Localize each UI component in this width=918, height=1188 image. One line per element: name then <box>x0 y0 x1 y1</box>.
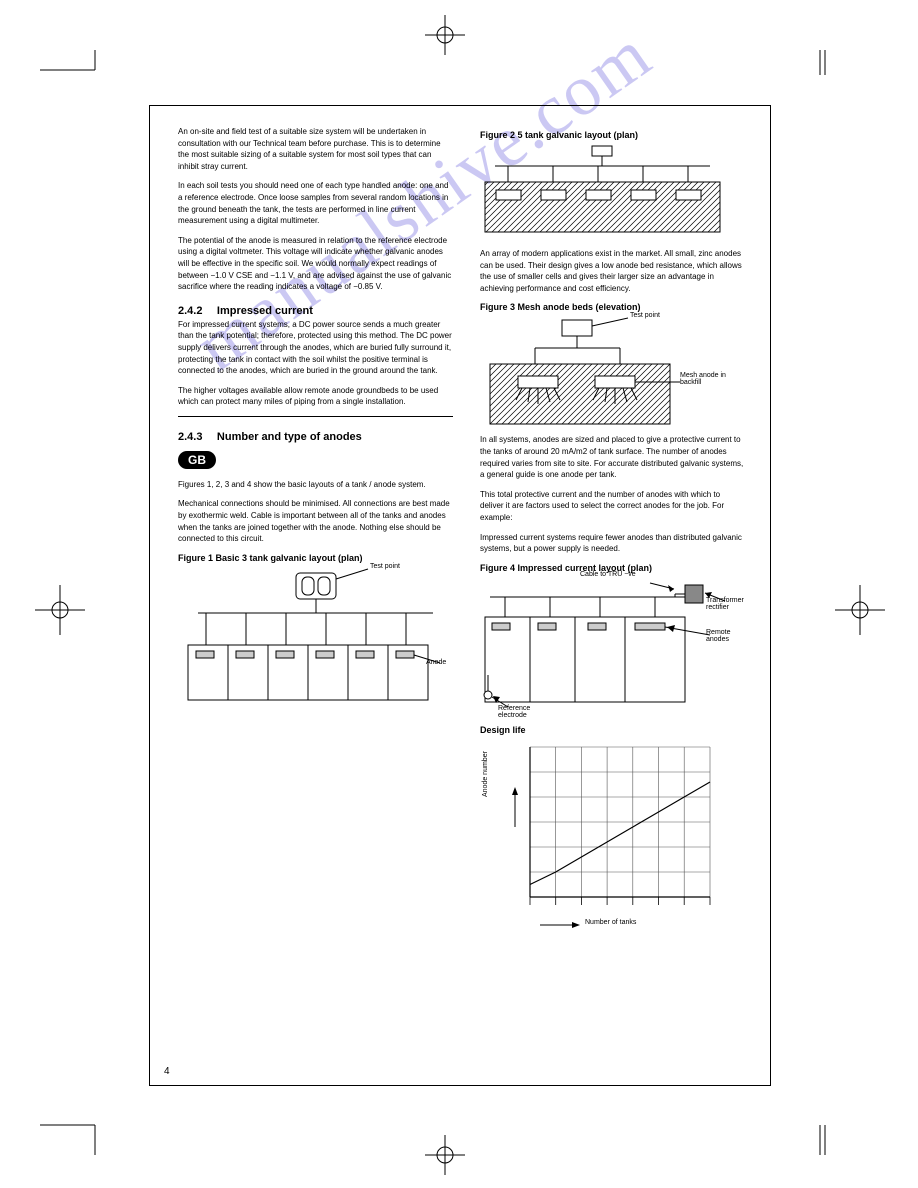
crop-mark <box>800 1110 880 1170</box>
registration-mark <box>420 1130 470 1180</box>
figure1-testpoint-label: Test point <box>370 563 400 570</box>
chart-title: Design life <box>480 725 745 735</box>
figure4-tru-label: Transformer rectifier <box>706 597 751 611</box>
figure1-anode-label: Anode <box>426 659 446 666</box>
paragraph: For impressed current systems, a DC powe… <box>178 319 453 377</box>
crop-mark <box>40 1110 120 1170</box>
crop-mark <box>40 20 120 100</box>
paragraph: An array of modern applications exist in… <box>480 248 745 294</box>
chart-ylabel: Anode number <box>482 751 489 797</box>
paragraph: Impressed current systems require fewer … <box>480 532 745 555</box>
section-heading: 2.4.2 Impressed current <box>178 301 453 319</box>
figure2-svg <box>480 142 730 242</box>
paragraph: Figures 1, 2, 3 and 4 show the basic lay… <box>178 479 453 491</box>
registration-mark <box>830 580 890 640</box>
figure3-testpoint-label: Test point <box>630 312 660 319</box>
language-badge: GB <box>178 451 216 469</box>
figure4-remote-label: Remote anodes <box>706 629 751 643</box>
page-frame: An on-site and field test of a suitable … <box>149 105 771 1086</box>
paragraph: The potential of the anode is measured i… <box>178 235 453 293</box>
chart-svg <box>500 737 740 937</box>
section-number: 2.4.2 <box>178 305 202 317</box>
figure4: Cable to TRU −ve Transformer rectifier R… <box>480 575 745 715</box>
section-heading: 2.4.3 Number and type of anodes <box>178 427 453 445</box>
figure2-caption: Figure 2 5 tank galvanic layout (plan) <box>480 130 745 140</box>
design-life-chart: Anode number Number of tanks <box>500 737 740 937</box>
left-column: An on-site and field test of a suitable … <box>178 126 453 715</box>
figure4-cable-label: Cable to TRU −ve <box>580 571 636 578</box>
section-title: Number and type of anodes <box>217 431 362 443</box>
right-column: Figure 2 5 tank galvanic layout (plan) <box>480 126 745 937</box>
chart-xlabel: Number of tanks <box>585 919 636 926</box>
figure2 <box>480 142 730 242</box>
paragraph: The higher voltages available allow remo… <box>178 385 453 408</box>
figure3: Test point Mesh anode in backfill <box>480 314 730 434</box>
registration-mark <box>420 10 470 60</box>
crop-mark <box>800 20 880 100</box>
paragraph: In all systems, anodes are sized and pla… <box>480 434 745 480</box>
figure3-caption: Figure 3 Mesh anode beds (elevation) <box>480 302 745 312</box>
figure1-caption: Figure 1 Basic 3 tank galvanic layout (p… <box>178 553 453 563</box>
figure4-ref-label: Reference electrode <box>498 705 548 719</box>
page-number: 4 <box>164 1066 170 1077</box>
section-title: Impressed current <box>217 305 313 317</box>
registration-mark <box>30 580 90 640</box>
section-divider <box>178 416 453 417</box>
paragraph: Mechanical connections should be minimis… <box>178 498 453 544</box>
section-number: 2.4.3 <box>178 431 202 443</box>
figure3-mesh-label: Mesh anode in backfill <box>680 372 735 386</box>
figure1: Test point Anode <box>178 565 453 715</box>
figure4-svg <box>480 575 745 715</box>
paragraph: This total protective current and the nu… <box>480 489 745 524</box>
paragraph: An on-site and field test of a suitable … <box>178 126 453 172</box>
figure1-svg <box>178 565 453 715</box>
paragraph: In each soil tests you should need one o… <box>178 180 453 226</box>
